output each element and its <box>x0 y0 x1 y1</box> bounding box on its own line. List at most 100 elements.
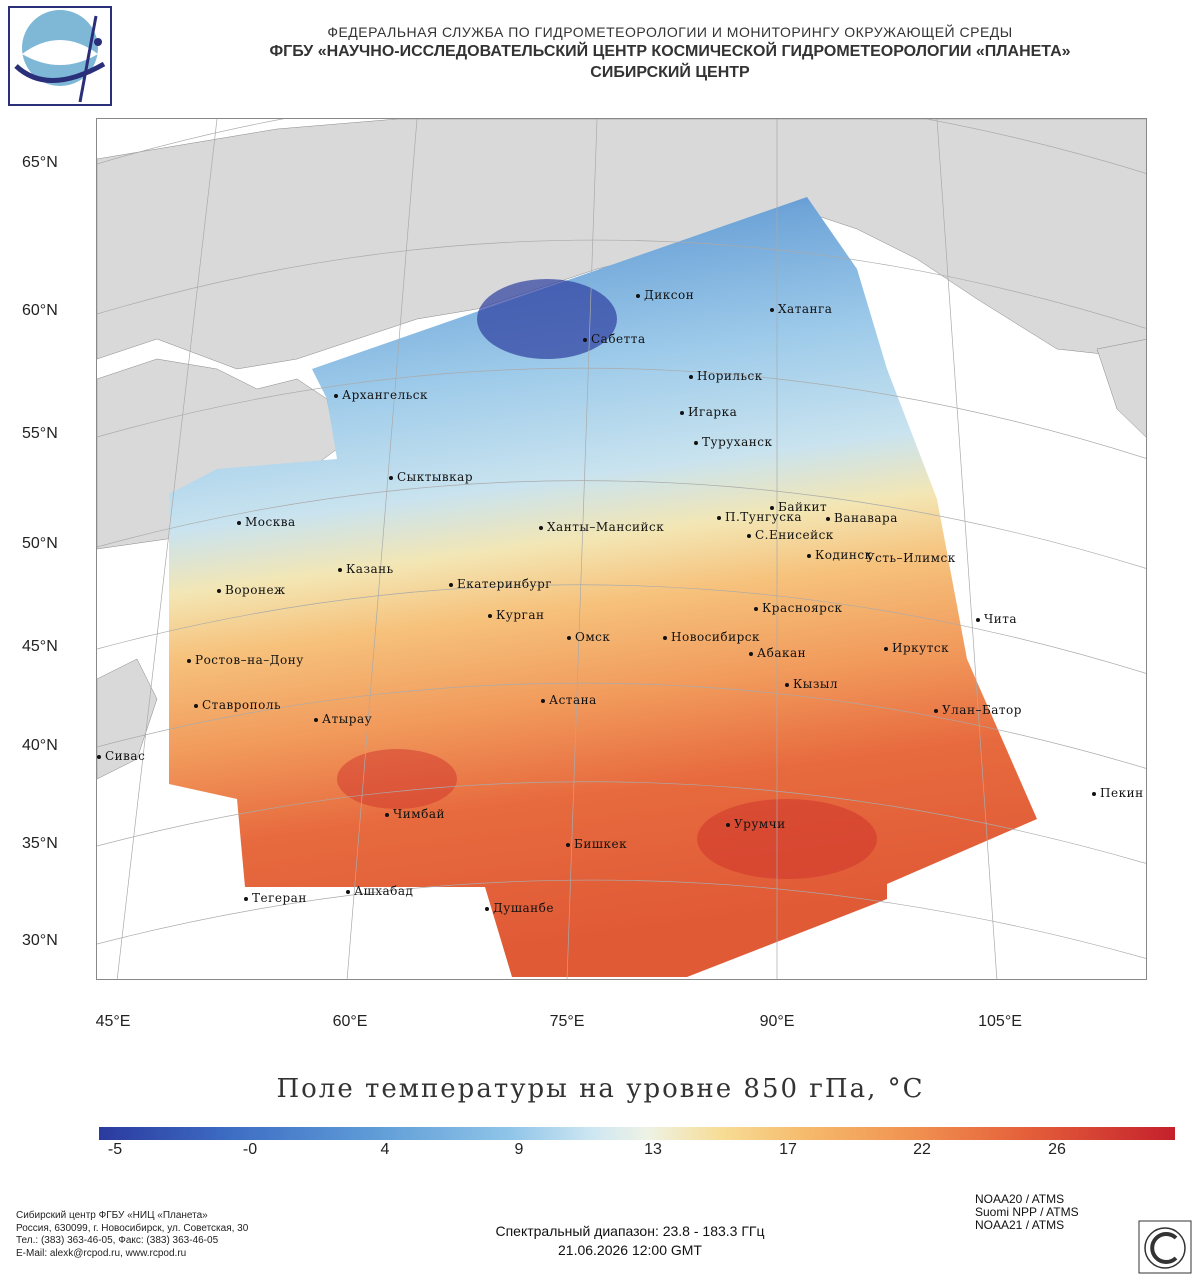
datetime: 21.06.2026 12:00 GMT <box>558 1242 702 1258</box>
city-label: Новосибирск <box>671 630 761 644</box>
satellite-item: NOAA21 / ATMS <box>975 1218 1065 1232</box>
lon-label-90: 90°E <box>759 1013 795 1030</box>
city-label: Тегеран <box>252 891 307 905</box>
satellites-list: NOAA20 / ATMS Suomi NPP / ATMS NOAA21 / … <box>975 1193 1079 1232</box>
city-label: Игарка <box>688 405 738 419</box>
city-dot <box>680 410 684 415</box>
city-label: Кодинск <box>815 548 873 562</box>
city-marker: Сивас <box>97 749 145 763</box>
lat-label-60: 60°N <box>22 302 58 319</box>
city-marker: Курган <box>488 608 544 622</box>
city-dot <box>770 505 774 510</box>
city-marker: Астана <box>541 693 597 707</box>
city-dot <box>187 658 191 663</box>
city-dot <box>217 588 221 593</box>
city-marker: Красноярск <box>754 601 843 615</box>
lat-label-50: 50°N <box>22 535 58 552</box>
city-marker: Ванавара <box>826 511 898 525</box>
lon-label-105: 105°E <box>978 1013 1022 1030</box>
city-dot <box>338 567 342 572</box>
city-dot <box>194 703 198 708</box>
city-dot <box>726 822 730 827</box>
city-marker: Сыктывкар <box>389 470 473 484</box>
city-marker: Ашхабад <box>346 884 413 898</box>
city-marker: Атырау <box>314 712 372 726</box>
city-dot <box>689 374 693 379</box>
city-dot <box>770 307 774 312</box>
city-marker: Ханты–Мансийск <box>539 520 664 534</box>
city-dot <box>749 651 753 656</box>
city-label: Курган <box>496 608 545 622</box>
city-dot <box>754 606 758 611</box>
header-line-2: ФГБУ «НАУЧНО-ИССЛЕДОВАТЕЛЬСКИЙ ЦЕНТР КОС… <box>269 43 1071 60</box>
city-marker: Диксон <box>636 288 694 302</box>
city-dot <box>485 906 489 911</box>
city-dot <box>244 896 248 901</box>
iso-certificate-logo <box>1138 1220 1192 1274</box>
colorbar-tick: 22 <box>913 1141 931 1158</box>
colorbar-tick: 26 <box>1048 1141 1066 1158</box>
lon-label-60: 60°E <box>332 1013 368 1030</box>
city-label: Байкит <box>778 500 828 514</box>
city-dot <box>567 635 571 640</box>
city-dot <box>694 440 698 445</box>
city-label: Архангельск <box>342 388 428 402</box>
header-line-3: СИБИРСКИЙ ЦЕНТР <box>590 64 750 81</box>
city-dot <box>97 754 101 759</box>
city-label: С.Енисейск <box>755 528 834 542</box>
city-marker: Москва <box>237 515 296 529</box>
city-marker: Хатанга <box>770 302 832 316</box>
city-dot <box>539 525 543 530</box>
city-marker: Сабетта <box>583 332 646 346</box>
city-label: Туруханск <box>702 435 773 449</box>
product-info: Спектральный диапазон: 23.8 - 183.3 ГГц … <box>430 1222 830 1260</box>
spectral-range: Спектральный диапазон: 23.8 - 183.3 ГГц <box>495 1223 765 1239</box>
city-dot <box>449 582 453 587</box>
city-marker: Кодинск <box>807 548 873 562</box>
city-marker: Архангельск <box>334 388 428 402</box>
city-dot <box>717 515 721 520</box>
lat-label-30: 30°N <box>22 932 58 949</box>
city-dot <box>541 698 545 703</box>
city-label: Чита <box>984 612 1018 626</box>
city-label: Кызыл <box>793 677 839 691</box>
city-marker: С.Енисейск <box>747 528 834 542</box>
city-label: П.Тунгуска <box>725 510 803 524</box>
city-dot <box>389 475 393 480</box>
lon-label-75: 75°E <box>549 1013 585 1030</box>
city-label: Иркутск <box>892 641 950 655</box>
org-line: Сибирский центр ФГБУ «НИЦ «Планета» <box>16 1210 208 1221</box>
city-marker: Игарка <box>680 405 737 419</box>
planeta-logo <box>8 6 112 106</box>
city-label: Душанбе <box>493 901 554 915</box>
colorbar-tick: 9 <box>514 1141 524 1158</box>
city-label: Чимбай <box>393 807 445 821</box>
cold-region <box>477 279 617 359</box>
lon-label-45: 45°E <box>95 1013 131 1030</box>
colorbar-tick: 17 <box>779 1141 797 1158</box>
city-marker: Кызыл <box>785 677 838 691</box>
arctic-land <box>97 119 1146 370</box>
city-label: Урумчи <box>734 817 786 831</box>
city-label: Сабетта <box>591 332 646 346</box>
colorbar <box>99 1127 1175 1140</box>
satellite-item: NOAA20 / ATMS <box>975 1192 1065 1206</box>
city-label: Казань <box>346 562 394 576</box>
east-land <box>1096 339 1146 438</box>
city-label: Ханты–Мансийск <box>547 520 665 534</box>
header-line-1: ФЕДЕРАЛЬНАЯ СЛУЖБА ПО ГИДРОМЕТЕОРОЛОГИИ … <box>327 24 1013 40</box>
city-label: Сыктывкар <box>397 470 474 484</box>
city-dot <box>385 812 389 817</box>
city-label: Ставрополь <box>202 698 282 712</box>
city-label: Воронеж <box>225 583 286 597</box>
city-marker: П.Тунгуска <box>717 510 802 524</box>
city-dot <box>1092 791 1096 796</box>
city-marker: Иркутск <box>884 641 949 655</box>
city-label: Москва <box>245 515 296 529</box>
city-label: Диксон <box>644 288 695 302</box>
city-marker: Пекин <box>1092 786 1144 800</box>
city-label: Ашхабад <box>354 884 414 898</box>
org-line: Тел.: (383) 363-46-05, Факс: (383) 363-4… <box>16 1235 219 1246</box>
city-label: Пекин <box>1100 786 1144 800</box>
colorbar-tick: -0 <box>242 1141 258 1158</box>
